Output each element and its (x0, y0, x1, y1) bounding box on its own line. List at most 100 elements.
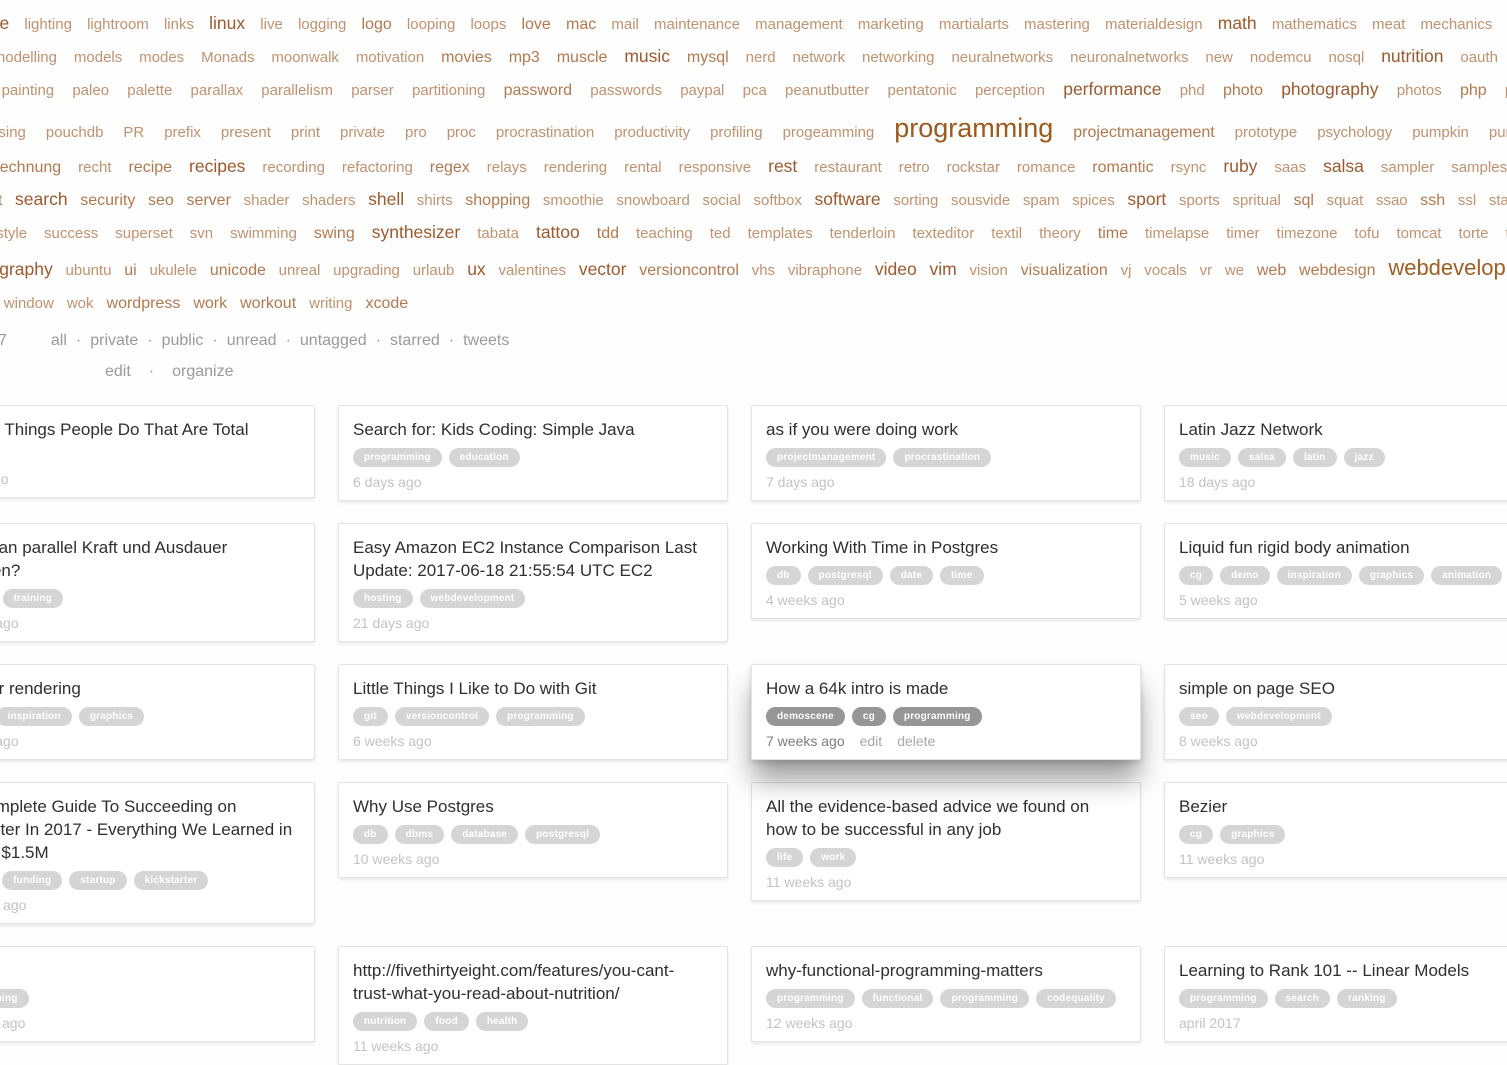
tag-link[interactable]: recipe (128, 159, 173, 176)
tag-link[interactable]: tenderloin (829, 225, 896, 242)
bookmark-title[interactable]: "Virtual" Things People Do That Are Tota… (0, 418, 300, 464)
tag-pill[interactable]: postgresql (525, 825, 601, 844)
tag-link[interactable]: layout (1166, 0, 1206, 8)
tag-link[interactable]: window (3, 295, 54, 312)
tag-link[interactable]: refactoring (341, 159, 413, 176)
tag-link[interactable]: proc (446, 124, 476, 141)
tag-link[interactable]: spices (1072, 192, 1115, 209)
tag-link[interactable]: math (1217, 13, 1257, 33)
tag-link[interactable]: lighting (24, 16, 72, 33)
tag-link[interactable]: romantic (1092, 159, 1154, 176)
tag-link[interactable]: standards (1488, 192, 1507, 209)
tag-link[interactable]: unreal (278, 262, 321, 279)
tag-pill[interactable]: graphics (78, 707, 145, 726)
tag-link[interactable]: workout (240, 295, 297, 312)
tag-link[interactable]: softbox (753, 192, 802, 209)
tag-link[interactable]: social (702, 192, 741, 209)
tag-pill[interactable]: webdevelopment (1225, 707, 1332, 726)
tag-link[interactable]: programming (894, 113, 1054, 143)
tag-link[interactable]: xcode (365, 295, 409, 312)
tag-link[interactable]: present (220, 124, 271, 141)
bookmark-title[interactable]: http://fivethirtyeight.com/features/you-… (353, 959, 713, 1005)
tag-link[interactable]: svn (189, 225, 214, 242)
bookmark-title[interactable]: Learning to Rank 101 -- Linear Models (1179, 959, 1507, 982)
tag-link[interactable]: romance (1016, 159, 1076, 176)
tag-link[interactable]: swing (313, 225, 355, 242)
tag-link[interactable]: networking (861, 49, 935, 66)
tag-link[interactable]: Monads (201, 49, 255, 66)
tag-link[interactable]: modelling (0, 49, 57, 66)
tag-link[interactable]: postprocessing (0, 124, 26, 141)
tag-pill[interactable]: programming (353, 448, 442, 467)
tag-link[interactable]: timelapse (1145, 225, 1210, 242)
tag-link[interactable]: javascript (73, 0, 147, 7)
bookmark-card[interactable]: http://fivethirtyeight.com/features/you-… (338, 946, 728, 1065)
tag-link[interactable]: movies (441, 49, 492, 66)
tag-pill[interactable]: db (766, 566, 801, 585)
tag-link[interactable]: passwords (590, 82, 662, 99)
tag-link[interactable]: partitioning (411, 82, 486, 99)
tag-link[interactable]: productivity (614, 124, 691, 141)
tag-link[interactable]: lifehacks (1497, 0, 1507, 8)
tag-link[interactable]: versioncontrol (639, 262, 739, 279)
tag-link[interactable]: kotlin (722, 0, 757, 8)
tag-link[interactable]: meat (1372, 16, 1406, 33)
tag-pill[interactable]: nutrition (353, 1012, 418, 1031)
tag-link[interactable]: style (0, 225, 28, 242)
bookmark-card[interactable]: Search for: Kids Coding: Simple Java prog… (338, 405, 728, 501)
tag-link[interactable]: texteditor (912, 225, 975, 242)
tag-link[interactable]: ui (124, 262, 137, 279)
tag-link[interactable]: tofu (1354, 225, 1380, 242)
tag-link[interactable]: tabata (477, 225, 519, 242)
tag-pill[interactable]: music (1179, 448, 1231, 467)
bookmark-card[interactable]: Why Use Postgres db dbms database postgresql… (338, 782, 728, 878)
filter-link-all[interactable]: all (50, 332, 67, 349)
tag-link[interactable]: timezone (1276, 225, 1338, 242)
bookmark-card[interactable]: simple on page SEO seo webdevelopment 8 wee… (1164, 664, 1507, 760)
tag-pill[interactable]: latin (1292, 448, 1337, 467)
tag-link[interactable]: php (1460, 82, 1487, 99)
tag-link[interactable]: rest (768, 156, 798, 176)
bookmark-title[interactable]: why-functional-programming-matters (766, 959, 1126, 982)
tag-link[interactable]: vector (578, 259, 627, 279)
tag-link[interactable]: regex (429, 159, 470, 176)
tag-link[interactable]: maintenance (654, 16, 740, 33)
tag-link[interactable]: torte (1458, 225, 1489, 242)
tag-link[interactable]: PR (123, 124, 145, 141)
bookmark-title[interactable]: Kann man parallel Kraft und Ausdauer trai… (0, 536, 300, 582)
tag-pill[interactable]: work (810, 848, 857, 867)
tag-link[interactable]: parallelism (261, 82, 333, 99)
tag-link[interactable]: keyboard (619, 0, 681, 8)
tag-link[interactable]: screencast (0, 192, 3, 209)
tag-link[interactable]: relays (486, 159, 527, 176)
tag-pill[interactable]: education (448, 448, 520, 467)
tag-link[interactable]: marketing (857, 16, 924, 33)
tag-link[interactable]: mp3 (508, 49, 540, 66)
tag-link[interactable]: lego (1345, 0, 1373, 8)
bookmark-title[interactable]: Easy Amazon EC2 Instance Comparison Last… (353, 536, 713, 582)
tag-link[interactable]: private (340, 124, 386, 141)
tag-pill[interactable]: demoscene (766, 707, 845, 726)
bookmark-card[interactable]: Liquid fun rigid body animation cg demo ins… (1164, 523, 1507, 619)
bookmark-title[interactable]: Tools for rendering (0, 677, 300, 700)
tag-link[interactable]: print (290, 124, 321, 141)
tag-link[interactable]: samples (1451, 159, 1507, 176)
tag-pill[interactable]: health (475, 1012, 529, 1031)
filter-link-untagged[interactable]: untagged (299, 332, 367, 349)
tag-link[interactable]: retro (898, 159, 930, 176)
tag-link[interactable]: sousvide (951, 192, 1011, 209)
tag-link[interactable]: motivation (355, 49, 425, 66)
tag-link[interactable]: theory (1039, 225, 1081, 242)
tag-link[interactable]: ssao (1375, 192, 1408, 209)
bookmark-card[interactable]: Bezier cg graphics 11 weeks ago (1164, 782, 1507, 878)
tag-pill[interactable]: seo (1179, 707, 1219, 726)
tag-pill[interactable]: versioncontrol (394, 707, 490, 726)
bookmark-title[interactable]: All the evidence-based advice we found o… (766, 795, 1126, 841)
tag-pill[interactable]: date (889, 566, 934, 585)
tag-link[interactable]: paleo (72, 82, 110, 99)
tag-pill[interactable]: dbms (394, 825, 445, 844)
tag-link[interactable]: timer (1226, 225, 1260, 242)
tag-link[interactable]: vr (1199, 262, 1213, 279)
tag-link[interactable]: painting (1, 82, 55, 99)
tag-link[interactable]: webdesign (1299, 262, 1376, 279)
